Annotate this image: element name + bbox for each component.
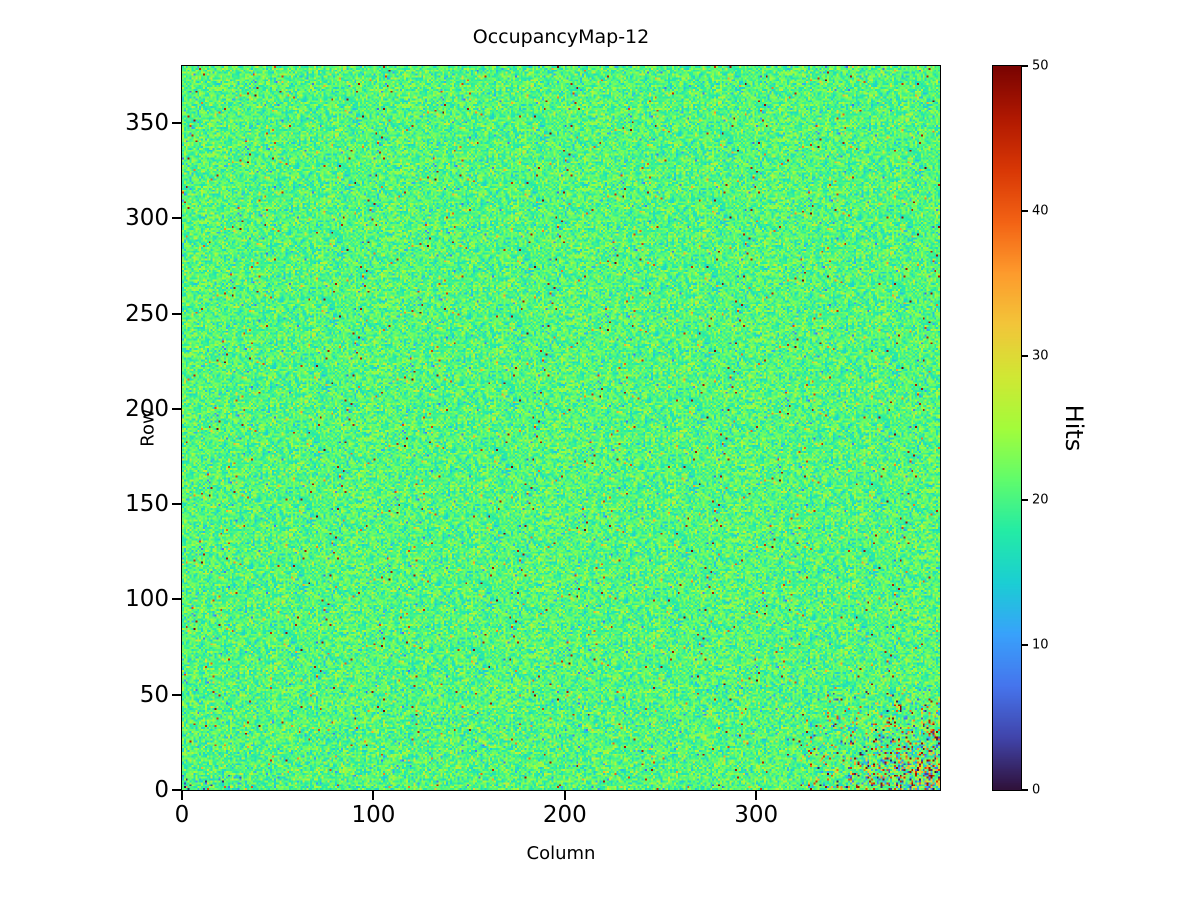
- y-tick-label: 300: [125, 205, 169, 232]
- colorbar-tick-mark: [1022, 209, 1028, 212]
- y-tick-mark: [172, 789, 181, 791]
- y-tick-mark: [172, 407, 181, 410]
- colorbar-tick-label: 20: [1032, 492, 1049, 508]
- colorbar-tick-mark: [1022, 644, 1028, 647]
- heatmap-canvas: [182, 66, 940, 790]
- x-tick-label: 300: [734, 802, 779, 828]
- chart-title: OccupancyMap-12: [472, 26, 650, 48]
- y-tick-label: 0: [154, 777, 169, 803]
- x-tick-label: 200: [542, 802, 587, 828]
- colorbar-tick-label: 10: [1032, 637, 1049, 653]
- y-tick-mark: [172, 312, 181, 315]
- plot-area: [181, 65, 941, 791]
- colorbar-tick-mark: [1022, 499, 1028, 502]
- x-tick-mark: [372, 791, 375, 800]
- y-tick-mark: [172, 503, 181, 506]
- x-tick-mark: [181, 791, 183, 800]
- colorbar-tick-label: 30: [1032, 348, 1049, 364]
- y-tick-mark: [172, 598, 181, 601]
- x-tick-label: 100: [351, 802, 396, 828]
- colorbar-tick-mark: [1022, 65, 1028, 67]
- colorbar: [992, 65, 1022, 791]
- colorbar-tick-label: 50: [1032, 58, 1049, 74]
- y-tick-label: 50: [139, 681, 169, 708]
- x-tick-mark: [563, 791, 566, 800]
- colorbar-tick-mark: [1022, 354, 1028, 357]
- y-tick-mark: [172, 217, 181, 220]
- x-tick-mark: [755, 791, 758, 800]
- y-tick-label: 200: [125, 395, 169, 422]
- y-tick-mark: [172, 693, 181, 696]
- y-tick-label: 250: [125, 300, 169, 327]
- y-tick-label: 150: [125, 491, 169, 518]
- colorbar-canvas: [993, 66, 1021, 790]
- colorbar-label: Hits: [1060, 404, 1088, 452]
- x-axis-label: Column: [526, 843, 596, 864]
- y-tick-mark: [172, 122, 181, 125]
- colorbar-tick-mark: [1022, 789, 1028, 791]
- y-tick-label: 100: [125, 586, 169, 613]
- x-tick-label: 0: [174, 802, 190, 828]
- colorbar-tick-label: 0: [1032, 782, 1041, 798]
- colorbar-tick-label: 40: [1032, 203, 1049, 219]
- y-tick-label: 350: [125, 110, 169, 137]
